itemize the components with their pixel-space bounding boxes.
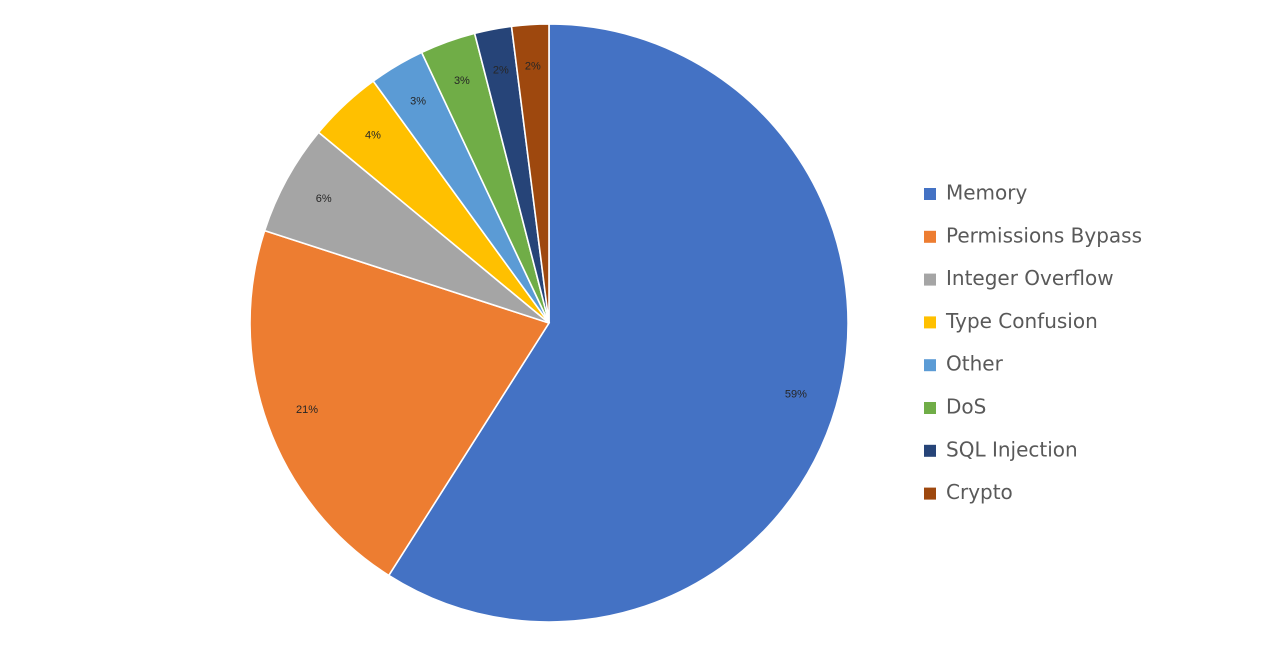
pie-slice-crypto [510,23,550,324]
legend-item-dos: DoS [924,395,986,419]
legend-label-sql-injection: SQL Injection [946,437,1078,461]
legend-item-crypto: Crypto [924,480,1013,504]
legend-swatch-integer-overflow [924,273,936,286]
pie-data-labels: 59% 21% 6% 4% 3% 3% 2% 2% [296,60,807,416]
legend-item-memory: Memory [924,181,1028,205]
legend-label-crypto: Crypto [946,480,1013,504]
legend-item-type-confusion: Type Confusion [924,309,1098,333]
legend-swatch-sql-injection [924,444,936,457]
pie-slice-permissions-bypass [249,229,551,577]
legend-label-integer-overflow: Integer Overflow [946,266,1114,290]
legend-label-permissions-bypass: Permissions Bypass [946,223,1142,247]
data-label-permissions-bypass: 21% [296,404,318,416]
legend-label-dos: DoS [946,395,986,419]
data-label-integer-overflow: 6% [316,193,332,205]
legend-label-type-confusion: Type Confusion [945,309,1098,333]
legend-swatch-dos [924,402,936,414]
pie-slices [249,23,849,623]
legend-item-sql-injection: SQL Injection [924,437,1078,461]
data-label-type-confusion: 4% [365,129,381,141]
data-label-dos: 3% [454,75,470,87]
legend-swatch-permissions-bypass [924,230,936,243]
legend-item-permissions-bypass: Permissions Bypass [924,223,1142,247]
legend-swatch-crypto [924,487,936,500]
legend-item-other: Other [924,352,1004,376]
legend-label-memory: Memory [946,181,1028,205]
legend-item-integer-overflow: Integer Overflow [924,266,1114,290]
data-label-sql-injection: 2% [493,64,509,76]
legend-swatch-type-confusion [924,316,936,329]
legend-label-other: Other [946,352,1004,376]
pie-slice-memory [387,23,849,623]
data-label-crypto: 2% [525,60,541,72]
legend: Memory Permissions Bypass Integer Overflow… [924,181,1142,504]
data-label-memory: 59% [785,389,807,401]
legend-swatch-other [924,359,936,372]
legend-swatch-memory [924,188,936,200]
data-label-other: 3% [410,96,426,108]
